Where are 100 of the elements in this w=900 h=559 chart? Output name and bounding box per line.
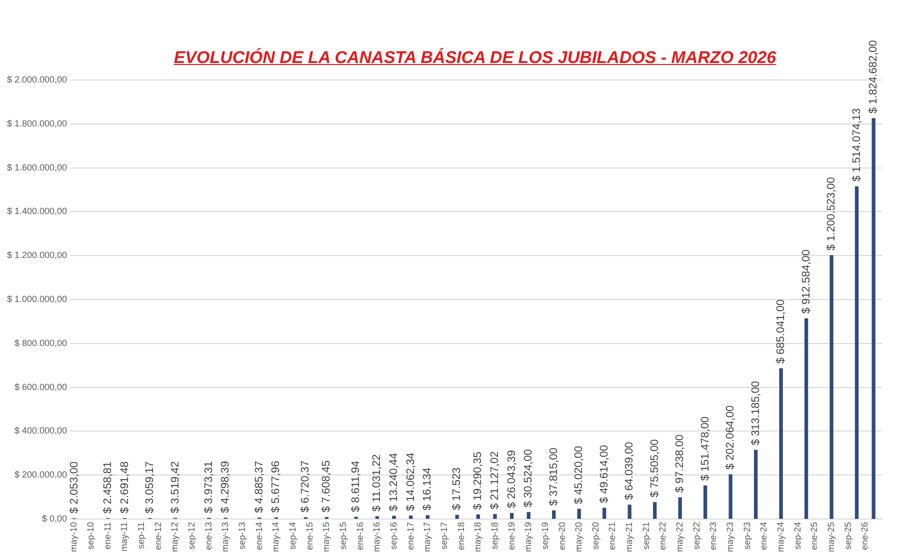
y-tick-label: $ 0,00	[42, 513, 68, 524]
x-tick-label: sep-18	[489, 522, 500, 550]
x-tick-label: ene-15	[304, 522, 314, 550]
x-tick-label: may-14	[270, 522, 281, 552]
x-tick-label: may-10	[68, 522, 79, 552]
bar	[455, 514, 459, 519]
y-tick-label: $ 1.800.000,00	[6, 118, 68, 128]
data-label: $ 685.041,00	[775, 299, 788, 364]
data-label: $ 3.519,42	[169, 461, 182, 514]
x-tick-label: ene-17	[405, 522, 416, 550]
data-label: $ 26.043,39	[506, 450, 518, 508]
bar	[804, 318, 808, 519]
bar	[830, 255, 834, 519]
y-tick-label: $ 1.200.000,00	[6, 250, 68, 260]
x-tick-label: sep-14	[288, 522, 298, 550]
bar	[408, 516, 413, 519]
x-tick-label: may-24	[776, 522, 786, 552]
x-tick-label: may-23	[725, 522, 736, 552]
bar	[476, 514, 480, 519]
y-tick-label: $ 1.000.000,00	[6, 294, 68, 304]
data-label: $ 4.298,39	[220, 461, 232, 514]
x-tick-label: sep-20	[590, 522, 600, 550]
x-tick-label: may-11	[119, 522, 130, 552]
x-tick-label: ene-25	[809, 522, 820, 550]
data-label: $ 313.185,00	[750, 381, 762, 446]
x-tick-label: may-17	[422, 522, 432, 552]
x-tick-label: ene-20	[556, 522, 567, 550]
x-tick-label: may-20	[574, 522, 584, 552]
x-tick-label: may-18	[472, 522, 483, 552]
x-tick-label: sep-12	[186, 522, 197, 550]
data-label: $ 1.514.074,13	[850, 108, 863, 182]
x-tick-label: ene-16	[354, 522, 365, 550]
bar	[493, 514, 497, 519]
data-label: $ 1.824.682,00	[868, 40, 880, 114]
x-tick-label: may-15	[321, 522, 332, 552]
bar	[375, 516, 379, 519]
bar	[552, 510, 556, 519]
data-label: $ 2.458,81	[102, 461, 114, 514]
data-label: $ 912.584,00	[800, 249, 812, 314]
bar	[754, 450, 758, 519]
data-label: $ 5.677,96	[270, 460, 282, 513]
data-label: $ 13.240,44	[388, 452, 400, 512]
x-tick-label: sep-22	[691, 522, 702, 550]
x-tick-label: ene-14	[254, 522, 264, 550]
x-tick-label: ene-26	[860, 522, 870, 550]
bar	[872, 118, 876, 519]
bar	[577, 508, 581, 519]
y-tick-label: $ 400.000,00	[14, 426, 68, 436]
x-tick-label: sep-11	[136, 522, 146, 549]
chart-title: EVOLUCIÓN DE LA CANASTA BÁSICA DE LOS JUBILADOS - MARZO 2026	[172, 48, 778, 68]
x-tick-label: ene-13	[203, 522, 214, 550]
data-label: $ 7.608,45	[320, 460, 333, 512]
data-label: $ 30.524,00	[522, 449, 535, 508]
y-tick-label: $ 1.400.000,00	[6, 206, 68, 216]
data-label: $ 2.691,48	[118, 461, 131, 514]
y-tick-label: $ 2.000.000,00	[6, 74, 68, 84]
data-label: $ 3.973,31	[202, 461, 215, 514]
x-tick-label: ene-24	[758, 522, 769, 550]
x-tick-label: sep-17	[438, 522, 449, 550]
x-tick-label: sep-25	[842, 522, 853, 550]
data-label: $ 3.059,17	[144, 461, 156, 514]
bar	[392, 516, 396, 519]
y-tick-label: $ 200.000,00	[14, 470, 68, 480]
x-tick-label: ene-11	[102, 522, 112, 550]
data-label: $ 21.127,02	[488, 451, 501, 510]
data-label: $ 17.523	[451, 467, 464, 510]
x-tick-label: may-12	[170, 522, 180, 552]
x-tick-label: sep-13	[237, 522, 248, 550]
x-tick-label: ene-21	[607, 522, 618, 550]
data-label: $ 2.053,00	[68, 462, 80, 514]
data-label: $ 202.064,00	[724, 405, 737, 470]
data-label: $ 49.614,00	[598, 444, 610, 504]
data-label: $ 11.031,22	[371, 454, 384, 512]
bar	[779, 368, 783, 519]
x-tick-label: sep-21	[640, 522, 651, 550]
data-label: $ 19.290,35	[472, 452, 484, 510]
bar	[510, 512, 514, 519]
x-tick-label: sep-24	[792, 522, 802, 550]
x-tick-label: sep-15	[338, 522, 348, 550]
bar	[526, 512, 530, 519]
x-tick-label: may-13	[220, 522, 230, 552]
y-tick-label: $ 800.000,00	[14, 338, 68, 348]
data-label: $ 8.611,94	[350, 460, 362, 512]
data-label: $ 64.039,00	[624, 442, 636, 500]
x-tick-label: may-21	[624, 522, 634, 552]
data-label: $ 45.020,00	[573, 446, 586, 504]
bar	[678, 497, 682, 519]
data-label: $ 4.885,37	[253, 460, 266, 513]
x-tick-label: ene-23	[708, 522, 718, 550]
x-tick-label: ene-19	[506, 522, 516, 550]
x-tick-label: sep-16	[388, 522, 398, 550]
data-label: $ 97.238,00	[674, 434, 686, 493]
x-tick-label: may-19	[523, 522, 534, 552]
data-label: $ 6.720,37	[300, 460, 312, 513]
data-label: $ 1.200.523,00	[826, 177, 838, 250]
data-label: $ 75.505,00	[648, 439, 661, 498]
bar	[628, 504, 632, 519]
x-tick-label: may-25	[826, 522, 836, 552]
x-tick-label: ene-22	[658, 522, 668, 550]
x-tick-label: may-22	[674, 522, 685, 552]
